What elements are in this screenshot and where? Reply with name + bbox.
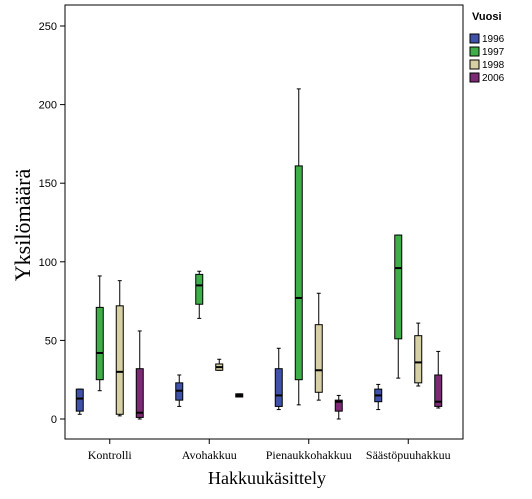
box-body xyxy=(294,165,303,381)
y-axis-label: Yksilömäärä xyxy=(10,169,35,282)
legend: Vuosi 1996 1997 1998 2006 xyxy=(469,11,505,84)
box-1998-säästöpuuhakkuu xyxy=(414,322,423,387)
x-tick-label: Säästöpuuhakkuu xyxy=(366,448,451,462)
legend-title: Vuosi xyxy=(472,11,502,23)
box-body xyxy=(434,374,443,407)
box-1997-kontrolli xyxy=(95,275,104,392)
box-body xyxy=(394,234,403,340)
box-1998-kontrolli xyxy=(115,280,124,417)
plot-frame xyxy=(64,4,464,440)
box-1996-säästöpuuhakkuu xyxy=(374,383,383,411)
legend-swatch xyxy=(469,46,480,57)
box-series xyxy=(75,88,443,420)
y-tick-label: 250 xyxy=(39,21,57,33)
box-1996-pienaukkohakkuu xyxy=(274,347,283,411)
y-tick-label: 200 xyxy=(39,100,57,112)
y-tick-label: 150 xyxy=(39,178,57,190)
legend-swatch xyxy=(469,72,480,83)
box-body xyxy=(274,368,283,407)
y-tick-label: 0 xyxy=(51,414,57,426)
box-body xyxy=(314,324,323,393)
box-2006-säästöpuuhakkuu xyxy=(434,350,443,409)
box-2006-avohakkuu xyxy=(235,393,244,398)
box-body xyxy=(414,335,423,384)
box-body xyxy=(95,306,104,381)
legend-label: 1998 xyxy=(482,60,505,71)
y-axis: 0 50 100 150 200 250 xyxy=(39,21,65,426)
x-axis: Kontrolli Avohakkuu Pienaukkohakkuu Säästöp… xyxy=(88,439,451,462)
legend-swatch xyxy=(469,59,480,70)
legend-label: 1997 xyxy=(482,47,505,58)
x-tick-label: Avohakkuu xyxy=(182,448,237,462)
box-body xyxy=(334,399,343,412)
x-tick-label: Pienaukkohakkuu xyxy=(266,448,352,462)
legend-label: 1996 xyxy=(482,34,505,45)
box-1996-avohakkuu xyxy=(175,374,184,407)
x-axis-label: Hakkuukäsittely xyxy=(208,468,326,488)
box-1997-pienaukkohakkuu xyxy=(294,88,303,406)
box-2006-pienaukkohakkuu xyxy=(334,394,343,420)
legend-label: 2006 xyxy=(482,73,505,84)
y-tick-label: 50 xyxy=(45,335,57,347)
box-1996-kontrolli xyxy=(75,388,84,415)
box-body xyxy=(75,388,84,412)
box-2006-kontrolli xyxy=(135,330,144,420)
box-1997-avohakkuu xyxy=(195,270,204,319)
x-tick-label: Kontrolli xyxy=(88,448,133,462)
box-1997-säästöpuuhakkuu xyxy=(394,234,403,379)
legend-swatch xyxy=(469,33,480,44)
box-body xyxy=(135,368,144,418)
box-body xyxy=(195,273,204,305)
y-tick-label: 100 xyxy=(39,257,57,269)
box-1998-pienaukkohakkuu xyxy=(314,292,323,401)
box-body xyxy=(115,305,124,415)
box-1998-avohakkuu xyxy=(215,358,224,371)
